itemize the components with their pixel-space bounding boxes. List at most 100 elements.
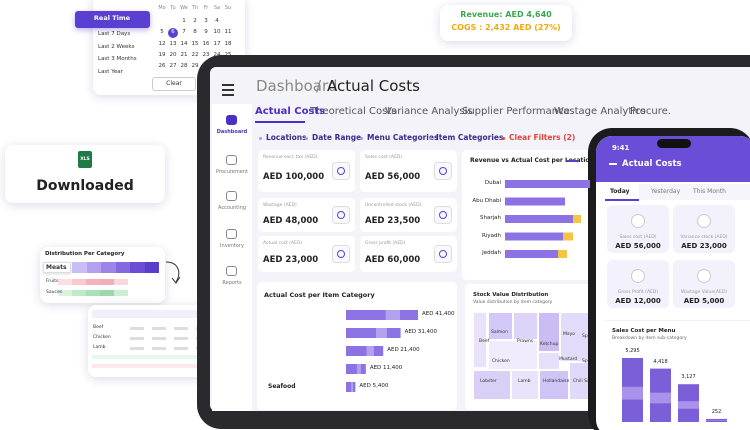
row-chip: [43, 262, 71, 273]
filter[interactable]: Locations: [266, 133, 307, 142]
phone-tab-underline: [605, 199, 639, 201]
day[interactable]: 14: [180, 40, 188, 47]
bar: [505, 197, 565, 206]
treemap-cell: [473, 370, 511, 400]
phone-chart-subtitle: Breakdown by item sub-category: [612, 336, 687, 341]
day[interactable]: 3: [204, 18, 208, 24]
sidebar-item[interactable]: Accounting: [218, 205, 246, 211]
day[interactable]: 19: [158, 51, 166, 58]
tab[interactable]: Supplier Performance: [462, 106, 570, 117]
phone-tab[interactable]: Today: [610, 188, 630, 195]
dist-cell: [114, 279, 128, 285]
bar: [558, 250, 567, 258]
tab[interactable]: Theoretical Costs: [310, 106, 397, 117]
clear-button[interactable]: [152, 77, 196, 91]
filter[interactable]: Clear Filters (2): [509, 133, 576, 142]
preset[interactable]: Last 7 Days: [98, 31, 131, 37]
day[interactable]: 17: [213, 40, 221, 47]
sidebar-item[interactable]: Dashboard: [216, 129, 248, 135]
back-arrow[interactable]: [609, 163, 617, 165]
day[interactable]: 21: [180, 51, 188, 58]
sidebar-icon[interactable]: [226, 266, 237, 276]
filter[interactable]: Date Range: [312, 133, 362, 142]
phone-kpi-label: Variance stock (AED): [680, 235, 728, 240]
day[interactable]: 28: [180, 63, 188, 70]
tooltip-cogs: COGS : 2,432 AED (27%): [451, 23, 561, 32]
day[interactable]: 12: [158, 40, 166, 47]
day[interactable]: 26: [158, 63, 166, 70]
sidebar-item[interactable]: Procurement: [216, 169, 248, 175]
filter[interactable]: Menu Categories: [367, 133, 439, 142]
breadcrumb: /: [316, 77, 322, 95]
phone-tab[interactable]: This Month: [693, 188, 726, 195]
day[interactable]: 20: [169, 51, 177, 58]
day[interactable]: 29: [191, 63, 199, 70]
day[interactable]: 25: [223, 52, 233, 59]
clear-label[interactable]: Clear: [166, 80, 182, 87]
day[interactable]: 24: [212, 52, 222, 59]
day[interactable]: 18: [224, 40, 232, 47]
sidebar-icon[interactable]: [226, 191, 237, 201]
day[interactable]: 13: [169, 40, 177, 47]
day[interactable]: 7: [182, 29, 186, 36]
kpi-label: Sales cost (AED): [365, 155, 403, 160]
filter[interactable]: Item Categories: [436, 133, 504, 142]
kpi-glyph: [337, 211, 345, 219]
day[interactable]: 15: [191, 40, 199, 47]
day[interactable]: 11: [224, 29, 232, 36]
value-label: 5,295: [625, 348, 640, 354]
preset[interactable]: Last Year: [98, 68, 123, 75]
sidebar-item[interactable]: Reports: [222, 280, 242, 286]
tab[interactable]: Variance Analysis: [385, 106, 473, 117]
preset[interactable]: Last 3 Months: [98, 56, 137, 62]
sidebar-icon[interactable]: [226, 115, 237, 125]
filter-dot: [502, 137, 505, 140]
phone-kpi-value: AED 56,000: [615, 242, 661, 250]
day[interactable]: 22: [191, 51, 199, 58]
dist-cell: [86, 279, 100, 285]
day[interactable]: 8: [193, 29, 197, 36]
menu-icon[interactable]: [222, 94, 234, 96]
treemap-label: Prawns: [517, 339, 534, 344]
day[interactable]: 5: [160, 29, 164, 36]
preset[interactable]: Real Time: [93, 14, 131, 22]
tab[interactable]: Wastage Analytics: [554, 106, 646, 117]
kpi-label: Gross profit (AED): [365, 241, 406, 246]
day[interactable]: 9: [204, 29, 208, 36]
day[interactable]: 2: [193, 18, 197, 24]
bar: [505, 232, 563, 241]
menu-icon[interactable]: [222, 89, 234, 91]
kpi-glyph: [439, 250, 447, 258]
value-label: 4,418: [653, 358, 668, 365]
sidebar-item[interactable]: Inventory: [220, 243, 244, 249]
breadcrumb: Dashboard: [256, 77, 338, 95]
kpi-glyph: [439, 167, 447, 175]
sidebar-icon[interactable]: [226, 155, 237, 165]
sidebar-icon[interactable]: [226, 229, 237, 239]
treemap-cell: [488, 312, 513, 340]
day[interactable]: 27: [169, 63, 177, 70]
bar: [563, 232, 573, 241]
tab-underline: [255, 121, 305, 123]
day[interactable]: 6: [171, 29, 175, 36]
day[interactable]: 1: [182, 18, 186, 24]
kpi-value: AED 23,500: [365, 216, 421, 226]
bar-shade: [650, 392, 671, 404]
phone-tab[interactable]: Yesterday: [651, 188, 681, 195]
day[interactable]: 23: [202, 51, 210, 58]
treemap-subtitle: Value distribution by item category: [473, 300, 553, 305]
day[interactable]: 10: [213, 29, 221, 36]
preset-button[interactable]: [75, 11, 150, 28]
dist-cell: [130, 262, 145, 273]
distribution-title: Distribution Per Category: [45, 251, 125, 257]
value-label: AED 5,400: [359, 383, 389, 389]
preset[interactable]: Last 2 Weeks: [98, 43, 135, 50]
day[interactable]: 4: [215, 18, 219, 24]
tab[interactable]: Actual Costs: [255, 106, 326, 117]
tab[interactable]: Procure.: [630, 106, 671, 117]
weekday: Su: [224, 5, 232, 11]
menu-icon[interactable]: [222, 84, 234, 86]
dist-cell: [72, 290, 86, 296]
day[interactable]: 16: [202, 40, 210, 47]
